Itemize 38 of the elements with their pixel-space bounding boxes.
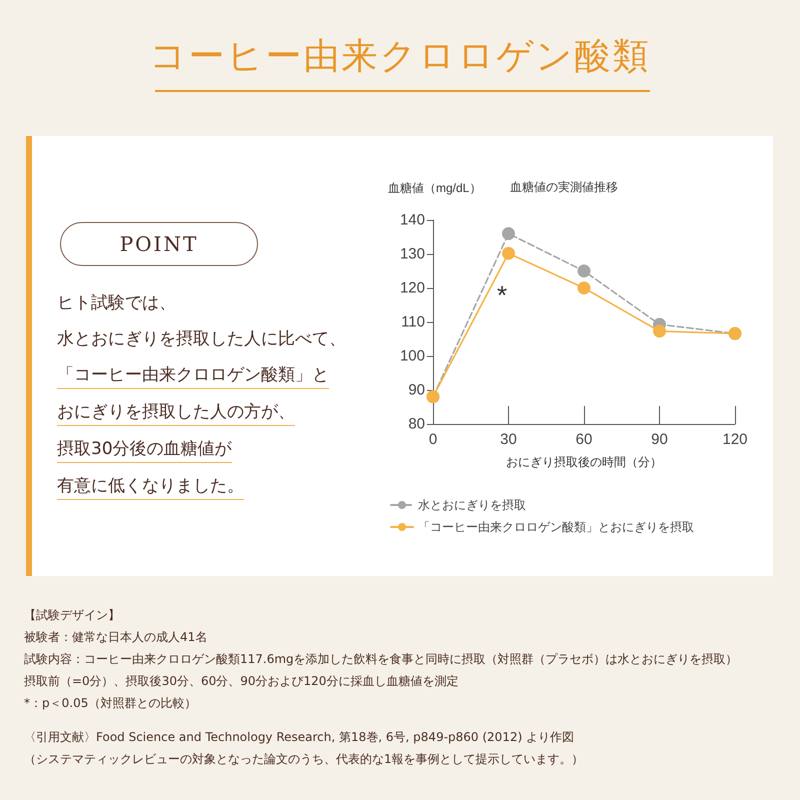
text: 〈引用文献〉Food Science and Technology Research, 第18巻, 6号, p849-p860 (2012) より作図	[24, 729, 576, 746]
y-tick-label: 140	[400, 212, 425, 228]
y-tick-label: 90	[408, 382, 425, 398]
x-tick-label: 90	[651, 431, 668, 448]
y-tick-label: 130	[400, 246, 425, 262]
text: おにぎりを摂取した人の方が、	[57, 399, 295, 426]
annotation: *	[497, 280, 508, 310]
text: POINT	[60, 222, 258, 266]
point	[502, 246, 515, 260]
text: 試験内容：コーヒー由来クロロゲン酸類117.6mgを添加した飲料を食事と同時に摂取（対照群（プラセボ）は水とおにぎりを摂取）	[24, 651, 738, 668]
x-tick-label: 0	[428, 431, 438, 448]
x-tick-label: 120	[722, 431, 748, 448]
x-axis-title: おにぎり摂取後の時間（分）	[506, 455, 662, 469]
chart-title: コーヒー由来クロロゲン酸類	[148, 35, 652, 79]
x-tick-label: 30	[500, 431, 517, 448]
y-tick-label: 120	[400, 280, 425, 296]
y-tick-label: 110	[401, 314, 425, 330]
y-axis-title: 血糖値（mg/dL）	[388, 181, 482, 195]
legend-label: 水とおにぎりを摂取	[418, 498, 526, 512]
text: 【試験デザイン】	[24, 607, 121, 624]
text: 水とおにぎりを摂取した人に比べて、	[57, 328, 346, 351]
legend-label: 「コーヒー由来クロロゲン酸類」とおにぎりを摂取	[418, 520, 694, 534]
text: 摂取前（=0分）、摂取後30分、60分、90分および120分に採血し血糖値を測定	[24, 673, 460, 690]
point	[502, 227, 515, 240]
point	[578, 264, 590, 278]
y-tick-label: 80	[408, 416, 425, 432]
point	[653, 324, 666, 338]
text: 有意に低くなりました。	[57, 473, 244, 500]
text: （システマティックレビューの対象となった論文のうち、代表的な1報を事例として提示しています。）	[24, 751, 585, 768]
text: ヒト試験では、	[57, 292, 176, 315]
point	[578, 282, 590, 294]
chart-subtitle: 血糖値の実測値推移	[510, 180, 618, 194]
x-tick-label: 60	[576, 431, 592, 448]
text: 被験者：健常な日本人の成人41名	[24, 629, 208, 646]
text: *：p＜0.05（対照群との比較）	[24, 695, 198, 712]
text: 「コーヒー由来クロロゲン酸類」と	[57, 362, 329, 389]
y-tick-label: 100	[400, 348, 425, 364]
text: 摂取30分後の血糖値が	[57, 436, 232, 463]
